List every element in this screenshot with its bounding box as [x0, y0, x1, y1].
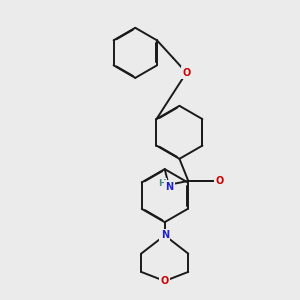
Text: O: O — [215, 176, 223, 186]
Text: O: O — [160, 276, 169, 286]
Text: N: N — [161, 230, 169, 240]
Text: O: O — [182, 68, 190, 78]
Text: H: H — [158, 179, 166, 188]
Text: N: N — [165, 182, 173, 192]
